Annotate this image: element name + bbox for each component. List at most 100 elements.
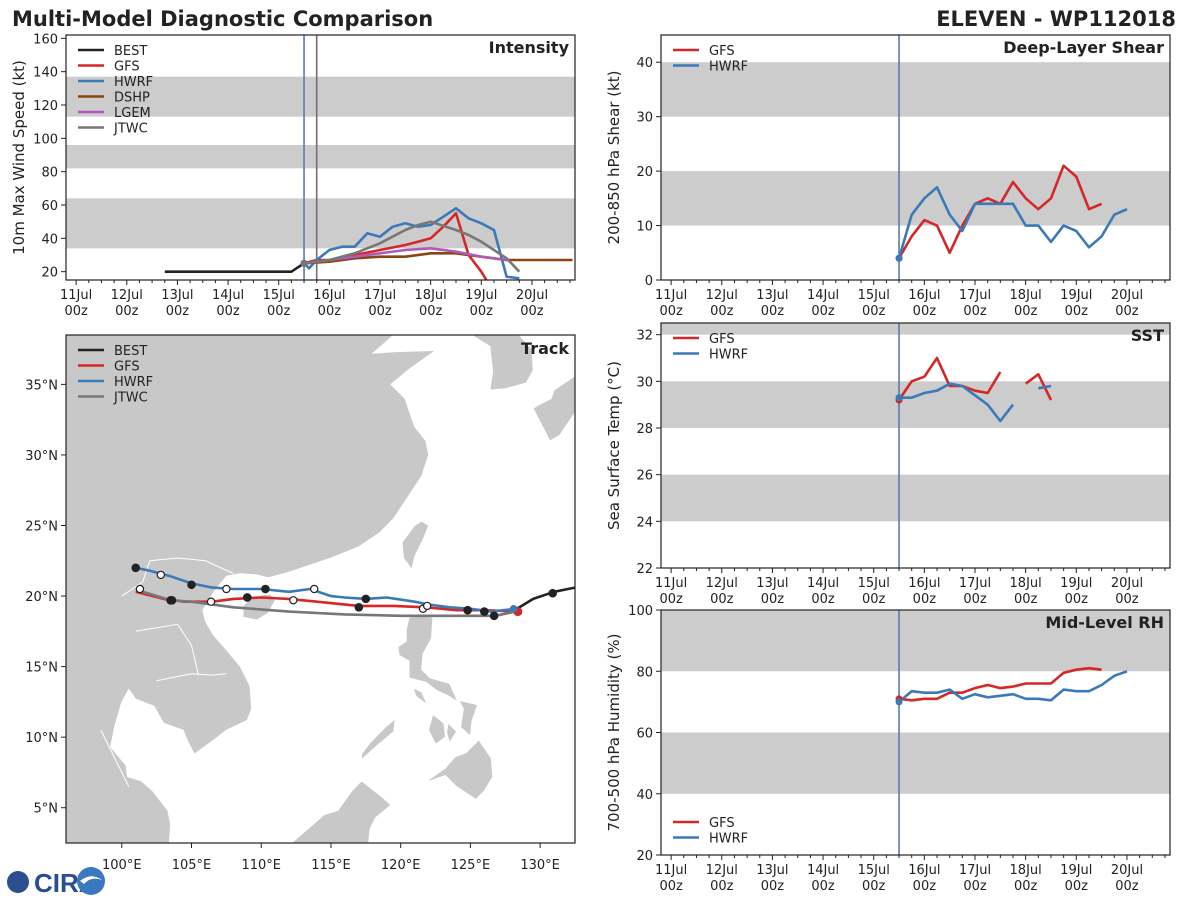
x-tick-label-day: 15Jul <box>858 288 890 303</box>
initial-point-hwrf <box>895 394 903 402</box>
x-tick-label-hour: 00z <box>419 304 443 319</box>
track-point-filled <box>167 595 177 605</box>
legend-label-gfs: GFS <box>709 44 735 59</box>
x-tick-label-hour: 00z <box>1014 879 1038 894</box>
initial-point-jtwc <box>300 259 308 267</box>
x-tick-label-hour: 00z <box>862 592 886 607</box>
x-tick-label-hour: 00z <box>811 304 835 319</box>
panel-title: Deep-Layer Shear <box>1003 38 1164 57</box>
track-point-open <box>206 597 216 606</box>
panel-title: SST <box>1131 326 1164 345</box>
y-tick-label: 80 <box>41 166 58 181</box>
y-tick-label: 10 <box>636 220 653 235</box>
lon-tick-label: 115°E <box>311 858 351 873</box>
x-tick-label-hour: 00z <box>1014 592 1038 607</box>
current-position-hwrf <box>509 604 518 613</box>
panel-title: Track <box>521 339 569 358</box>
panel-title: Mid-Level RH <box>1045 613 1164 632</box>
land-panay-negros <box>428 713 446 745</box>
x-tick-label-day: 20Jul <box>1111 576 1143 591</box>
x-tick-label-day: 19Jul <box>1060 576 1092 591</box>
legend-label-gfs: GFS <box>709 816 735 831</box>
x-tick-label-day: 15Jul <box>858 576 890 591</box>
intensity-plot-area <box>66 35 575 280</box>
lon-tick-label: 120°E <box>381 858 421 873</box>
legend-label-hwrf: HWRF <box>114 75 153 90</box>
track-point-open <box>156 570 166 580</box>
axes-frame <box>660 34 1171 281</box>
sst-plot-area <box>661 323 1170 568</box>
x-tick-label-hour: 00z <box>710 879 734 894</box>
country-border <box>100 729 130 787</box>
land-borneo <box>253 780 392 843</box>
lat-tick-label: 5°N <box>34 802 59 817</box>
country-border <box>156 673 227 682</box>
x-tick-label-day: 17Jul <box>959 288 991 303</box>
track-point-open <box>222 584 231 594</box>
x-tick-label-day: 13Jul <box>756 863 788 878</box>
legend-label-hwrf: HWRF <box>709 348 748 363</box>
rh-panel: 2040608010011Jul00z12Jul00z13Jul00z14Jul… <box>605 604 1171 894</box>
land-cebu <box>446 722 458 744</box>
series-line-hwrf <box>899 382 1052 423</box>
track-frame <box>65 334 576 844</box>
x-tick-label-hour: 00z <box>659 304 683 319</box>
y-axis-label: Sea Surface Temp (°C) <box>605 361 623 530</box>
x-tick-label-hour: 00z <box>267 304 291 319</box>
axes-frame <box>660 322 1171 569</box>
shear-plot-area <box>661 35 1170 280</box>
x-tick-label-day: 16Jul <box>313 288 345 303</box>
initial-point-hwrf <box>895 254 903 262</box>
x-tick-label-hour: 00z <box>913 304 937 319</box>
y-tick-label: 60 <box>41 199 58 214</box>
x-tick-label-day: 12Jul <box>706 863 738 878</box>
x-tick-label-hour: 00z <box>862 304 886 319</box>
shade-band <box>66 198 575 249</box>
x-tick-label-hour: 00z <box>811 879 835 894</box>
track-point-filled <box>463 605 472 615</box>
land-mindoro <box>412 687 429 706</box>
x-tick-label-hour: 00z <box>659 592 683 607</box>
lon-tick-label: 130°E <box>520 858 560 873</box>
intensity-panel: 2040608010012014016011Jul00z12Jul00z13Ju… <box>10 32 576 319</box>
x-tick-label-day: 13Jul <box>756 288 788 303</box>
y-tick-label: 20 <box>636 165 653 180</box>
logo-globe-icon <box>7 871 29 893</box>
x-tick-label-day: 16Jul <box>908 576 940 591</box>
x-tick-label-day: 19Jul <box>465 288 497 303</box>
legend-label-best: BEST <box>114 344 147 359</box>
y-tick-label: 24 <box>636 515 653 530</box>
y-tick-label: 40 <box>41 232 58 247</box>
x-tick-label-day: 18Jul <box>415 288 447 303</box>
x-tick-label-hour: 00z <box>520 304 544 319</box>
axes-frame <box>65 34 576 281</box>
x-tick-label-hour: 00z <box>913 879 937 894</box>
x-tick-label-hour: 00z <box>710 304 734 319</box>
land-japan <box>532 375 575 442</box>
legend-label-jtwc: JTWC <box>113 391 148 406</box>
y-tick-label: 30 <box>636 111 653 126</box>
legend-label-gfs: GFS <box>114 360 140 375</box>
land-luzon <box>397 615 459 703</box>
x-tick-label-hour: 00z <box>761 592 785 607</box>
lat-tick-label: 35°N <box>25 378 58 393</box>
y-tick-label: 120 <box>33 99 58 114</box>
x-tick-label-day: 13Jul <box>161 288 193 303</box>
land-asia-mainland <box>66 335 437 843</box>
x-tick-label-hour: 00z <box>115 304 139 319</box>
y-tick-label: 100 <box>33 132 58 147</box>
initial-point-hwrf <box>895 698 903 706</box>
track-point-filled <box>187 580 196 590</box>
series-line-gfs <box>898 666 1102 702</box>
land-korea <box>471 335 534 391</box>
y-tick-label: 22 <box>636 562 653 577</box>
x-tick-label-hour: 00z <box>710 592 734 607</box>
lon-tick-label: 125°E <box>451 858 491 873</box>
x-tick-label-hour: 00z <box>913 592 937 607</box>
x-tick-label-day: 12Jul <box>111 288 143 303</box>
track-point-filled <box>480 607 489 616</box>
y-tick-label: 20 <box>636 849 653 864</box>
land-samar-leyte <box>458 699 478 737</box>
x-tick-label-day: 12Jul <box>706 288 738 303</box>
